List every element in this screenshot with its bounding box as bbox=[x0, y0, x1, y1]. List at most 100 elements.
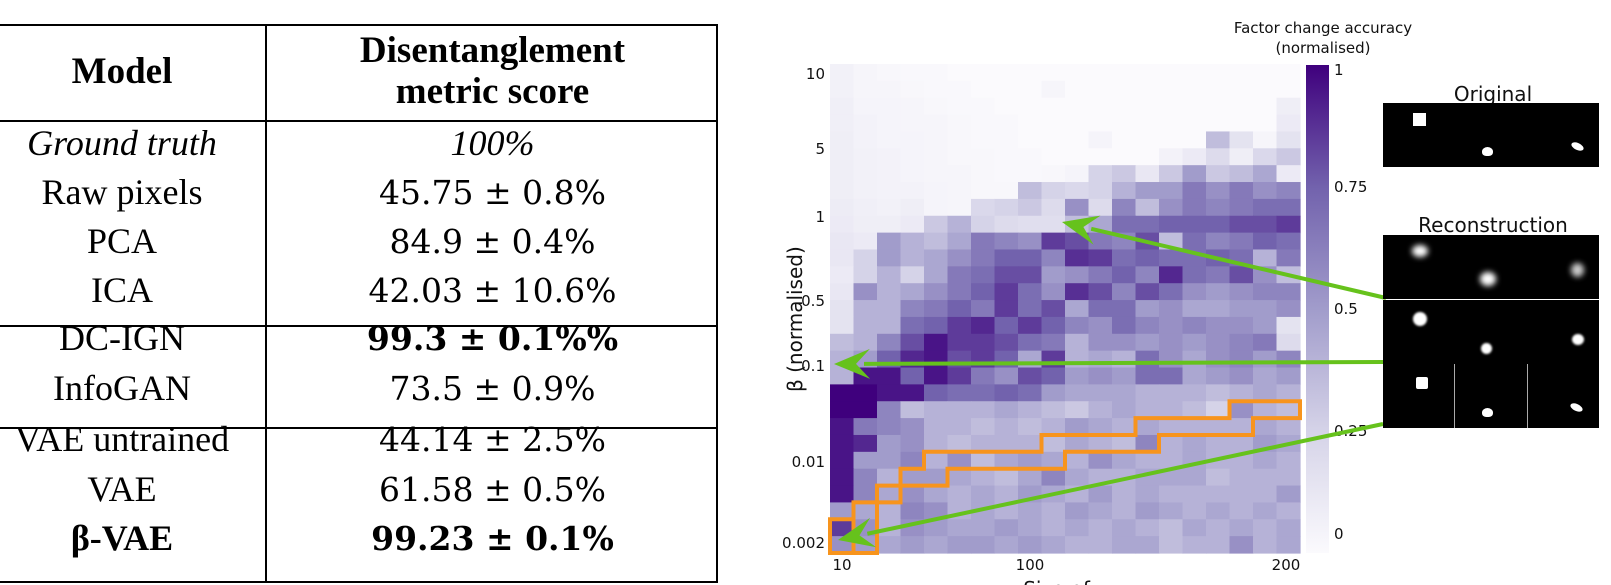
heatmap-cell bbox=[971, 519, 996, 537]
divider bbox=[1454, 364, 1455, 428]
heatmap-cell bbox=[1229, 131, 1254, 149]
colorbar-title-line2: (normalised) bbox=[1276, 39, 1371, 57]
heatmap-cell bbox=[830, 64, 855, 82]
heatmap-cell bbox=[1182, 114, 1207, 133]
header-model: Model bbox=[71, 51, 173, 92]
heatmap-cell bbox=[994, 300, 1019, 318]
heatmap-cell bbox=[924, 418, 949, 436]
heatmap-cell bbox=[830, 232, 855, 251]
heatmap-cell bbox=[1206, 536, 1231, 554]
heart-shape bbox=[1482, 147, 1493, 156]
heatmap-cell bbox=[1018, 131, 1043, 149]
heatmap-cell bbox=[877, 266, 902, 284]
heatmap-cell bbox=[1041, 418, 1066, 436]
blob bbox=[1481, 343, 1492, 354]
heatmap-cell bbox=[1229, 114, 1254, 133]
heatmap-cell bbox=[1182, 97, 1207, 116]
heatmap-cell bbox=[1041, 131, 1066, 149]
heatmap-cell bbox=[924, 80, 949, 99]
heatmap-cell bbox=[1276, 215, 1301, 234]
heatmap-cell bbox=[1276, 316, 1301, 335]
heatmap-cell bbox=[971, 215, 996, 234]
heatmap-cell bbox=[971, 350, 996, 369]
heatmap-cell bbox=[853, 468, 878, 487]
heatmap-cell bbox=[1065, 418, 1090, 436]
heatmap-cell bbox=[1229, 80, 1254, 99]
heatmap-cell bbox=[924, 536, 949, 554]
heatmap-cell bbox=[947, 232, 972, 251]
heatmap-cell bbox=[900, 131, 925, 149]
heatmap-cell bbox=[971, 418, 996, 436]
heatmap-cell bbox=[947, 434, 972, 453]
heatmap-cell bbox=[1253, 367, 1278, 385]
heatmap-cell bbox=[947, 519, 972, 537]
heatmap-cell bbox=[947, 367, 972, 385]
heatmap-cell bbox=[1041, 502, 1066, 520]
heatmap-cell bbox=[1135, 451, 1160, 470]
heatmap-cell bbox=[1041, 266, 1066, 284]
heatmap-cell bbox=[971, 468, 996, 487]
reconstruction-title: Reconstruction bbox=[1418, 213, 1568, 237]
heatmap-cell bbox=[1229, 266, 1254, 284]
heatmap-cell bbox=[924, 131, 949, 149]
heatmap-cell bbox=[1065, 266, 1090, 284]
heatmap-cell bbox=[853, 434, 878, 453]
heatmap-cell bbox=[1206, 350, 1231, 369]
y-tick-label: 0.002 bbox=[782, 534, 825, 552]
heatmap-cell bbox=[853, 266, 878, 284]
heatmap-cell bbox=[1182, 165, 1207, 183]
heatmap-cell bbox=[853, 165, 878, 183]
heatmap-cell bbox=[830, 418, 855, 436]
heatmap-cell bbox=[1206, 434, 1231, 453]
heatmap-cell bbox=[1041, 114, 1066, 133]
table-cell-score: 73.5 ± 0.9% bbox=[389, 369, 596, 408]
heatmap-cell bbox=[1112, 64, 1137, 82]
heatmap-cell bbox=[900, 97, 925, 116]
heatmap-cell bbox=[994, 148, 1019, 166]
heatmap-cell bbox=[1088, 519, 1113, 537]
heatmap-cell bbox=[1276, 367, 1301, 385]
heatmap-cell bbox=[853, 418, 878, 436]
colorbar-tick-label: 1 bbox=[1334, 61, 1344, 79]
heatmap-cell bbox=[1182, 401, 1207, 419]
heatmap-cell bbox=[1065, 333, 1090, 352]
heatmap-cell bbox=[1159, 401, 1184, 419]
table-cell-model: VAE bbox=[87, 469, 157, 509]
heatmap-cell bbox=[994, 266, 1019, 284]
heatmap-cell bbox=[1276, 300, 1301, 318]
heatmap-cell bbox=[1253, 283, 1278, 301]
heatmap-cell bbox=[1206, 316, 1231, 335]
heatmap-cell bbox=[1041, 80, 1066, 99]
heatmap-cell bbox=[1065, 350, 1090, 369]
x-axis-ticks: 10 100 200 bbox=[832, 556, 1300, 574]
divider bbox=[1527, 364, 1528, 428]
heatmap-cell bbox=[1065, 384, 1090, 402]
table-cell-score: 44.14 ± 2.5% bbox=[379, 420, 606, 459]
heatmap-cell bbox=[1276, 485, 1301, 504]
heatmap-cell bbox=[830, 300, 855, 318]
heatmap-cell bbox=[971, 485, 996, 504]
heatmap-cell bbox=[1065, 148, 1090, 166]
square-shape bbox=[1413, 113, 1426, 126]
heatmap-cell bbox=[1135, 148, 1160, 166]
heatmap-cell bbox=[1135, 519, 1160, 537]
heatmap-cell bbox=[1253, 80, 1278, 99]
heatmap-cell bbox=[1065, 434, 1090, 453]
heatmap-cell bbox=[1018, 401, 1043, 419]
heatmap-cell bbox=[1041, 468, 1066, 487]
table-cell-model: InfoGAN bbox=[53, 368, 191, 408]
heatmap-cell bbox=[877, 198, 902, 217]
heatmap-cell bbox=[1159, 131, 1184, 149]
heatmap-cell bbox=[947, 165, 972, 183]
heatmap-cell bbox=[1041, 367, 1066, 385]
blob bbox=[1413, 312, 1427, 326]
heatmap-cell bbox=[1065, 451, 1090, 470]
heatmap-cell bbox=[1018, 232, 1043, 251]
heatmap-cell bbox=[1135, 283, 1160, 301]
heatmap-cell bbox=[1182, 502, 1207, 520]
heatmap-cell bbox=[1253, 182, 1278, 200]
heatmap-cell bbox=[924, 114, 949, 133]
heatmap-cell bbox=[1206, 401, 1231, 419]
heatmap-cell bbox=[1229, 333, 1254, 352]
heatmap-cell bbox=[1018, 80, 1043, 99]
